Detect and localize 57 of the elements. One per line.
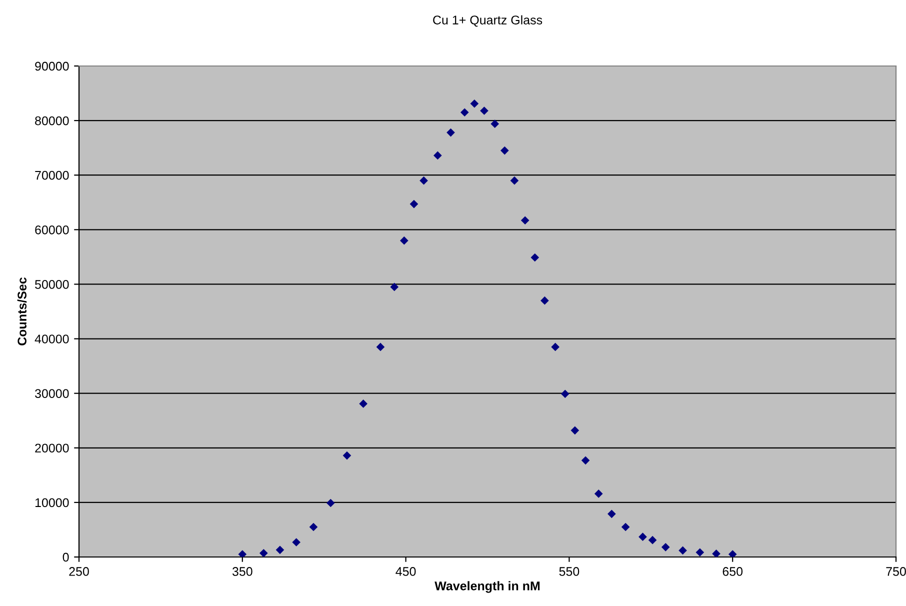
point: [570, 426, 580, 435]
point: [520, 216, 530, 225]
point: [648, 536, 657, 544]
x-tick-label: 650: [722, 567, 743, 576]
point: [470, 99, 479, 108]
point: [581, 456, 590, 465]
x-axis-title: Wavelength in nM: [434, 581, 540, 593]
point: [420, 176, 428, 185]
point: [276, 546, 284, 554]
point: [309, 522, 318, 532]
y-tick-label: 20000: [35, 444, 69, 453]
point: [400, 236, 408, 245]
point: [376, 342, 385, 352]
y-tick-label: 40000: [34, 334, 69, 344]
y-tick-label: 30000: [35, 389, 69, 398]
x-tick-label: 450: [396, 567, 416, 576]
point: [410, 200, 418, 208]
point: [326, 498, 335, 508]
point: [342, 451, 352, 460]
point: [560, 390, 570, 398]
x-tick-label: 550: [559, 567, 580, 576]
y-tick-label: 80000: [35, 116, 69, 126]
point: [661, 543, 670, 552]
point: [712, 550, 720, 557]
point: [638, 532, 647, 541]
point: [259, 549, 268, 557]
point: [540, 296, 549, 305]
x-tick-label: 250: [69, 567, 89, 576]
y-axis-title: Counts/Sec: [17, 277, 27, 346]
point: [608, 510, 616, 518]
point: [594, 490, 603, 498]
point: [238, 550, 247, 557]
point: [696, 548, 704, 557]
point: [446, 128, 455, 137]
point: [390, 282, 399, 292]
point: [292, 538, 300, 546]
y-tick-label: 50000: [35, 280, 69, 289]
y-tick-label: 70000: [35, 170, 69, 180]
x-tick-label: 750: [886, 567, 906, 576]
y-tick-label: 60000: [35, 225, 69, 234]
point: [510, 176, 519, 185]
point: [433, 151, 442, 160]
point: [500, 146, 509, 155]
point: [490, 120, 500, 128]
y-tick-label: 0: [62, 552, 69, 562]
point: [359, 400, 368, 408]
point: [530, 253, 540, 262]
point: [728, 550, 737, 557]
point: [678, 546, 687, 555]
y-tick-label: 10000: [35, 498, 69, 508]
x-tick-label: 350: [232, 567, 252, 576]
chart-title: Cu 1+ Quartz Glass: [433, 15, 542, 27]
point: [460, 108, 469, 117]
point: [480, 106, 488, 115]
point: [621, 522, 630, 532]
y-tick-label: 90000: [35, 62, 69, 71]
point: [551, 342, 560, 352]
